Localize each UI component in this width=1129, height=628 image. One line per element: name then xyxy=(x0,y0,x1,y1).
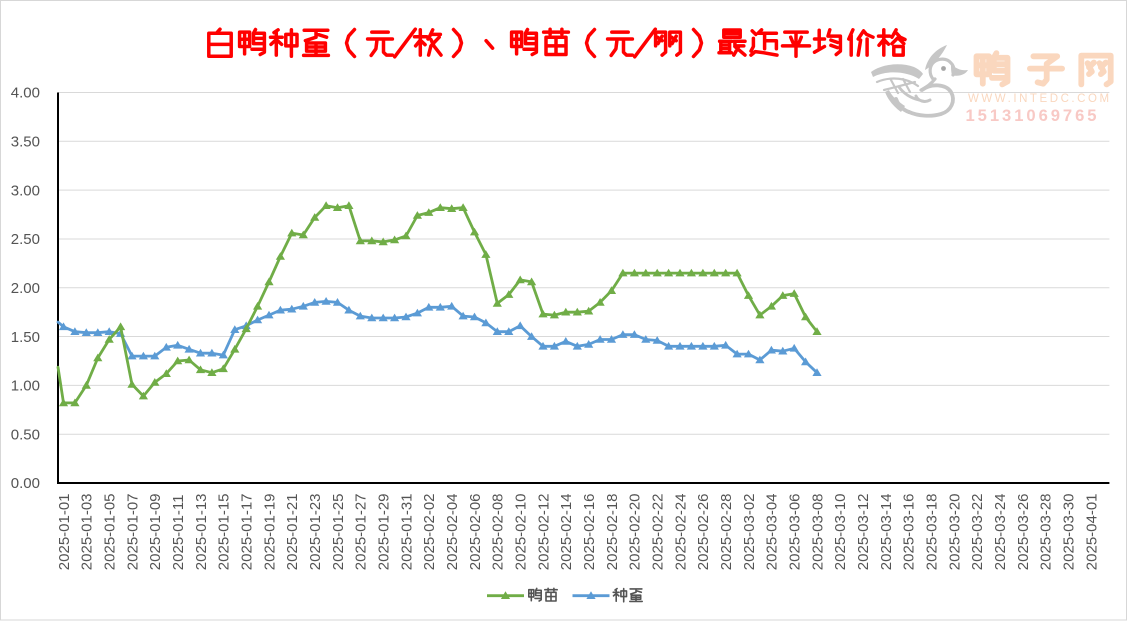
svg-text:3.00: 3.00 xyxy=(11,182,40,199)
svg-text:0.00: 0.00 xyxy=(11,475,40,492)
svg-text:2025-02-24: 2025-02-24 xyxy=(672,493,689,570)
svg-text:2025-01-09: 2025-01-09 xyxy=(147,493,164,570)
svg-text:WWW.INTEDC.COM: WWW.INTEDC.COM xyxy=(968,93,1112,105)
svg-text:3.50: 3.50 xyxy=(11,134,40,151)
svg-text:2025-03-10: 2025-03-10 xyxy=(832,493,849,570)
svg-text:2025-02-10: 2025-02-10 xyxy=(513,493,530,570)
svg-text:2025-01-23: 2025-01-23 xyxy=(307,493,324,570)
svg-text:1.00: 1.00 xyxy=(11,378,40,395)
svg-text:15131069765: 15131069765 xyxy=(966,106,1100,125)
svg-text:2025-01-29: 2025-01-29 xyxy=(376,493,393,570)
svg-text:4.00: 4.00 xyxy=(11,85,40,102)
svg-text:2025-03-12: 2025-03-12 xyxy=(855,493,872,570)
svg-text:2025-02-22: 2025-02-22 xyxy=(650,493,667,570)
svg-text:2025-03-08: 2025-03-08 xyxy=(809,493,826,570)
svg-text:0.50: 0.50 xyxy=(11,426,40,443)
svg-text:2025-03-04: 2025-03-04 xyxy=(764,493,781,570)
svg-text:2025-03-16: 2025-03-16 xyxy=(901,493,918,570)
svg-text:2025-02-12: 2025-02-12 xyxy=(535,493,552,570)
svg-text:2025-01-11: 2025-01-11 xyxy=(170,495,187,571)
svg-text:2025-03-18: 2025-03-18 xyxy=(924,493,941,570)
svg-text:2025-01-31: 2025-01-31 xyxy=(398,493,415,570)
svg-text:2025-03-24: 2025-03-24 xyxy=(992,493,1009,570)
svg-text:2025-02-14: 2025-02-14 xyxy=(558,493,575,570)
svg-text:2025-02-20: 2025-02-20 xyxy=(627,493,644,570)
svg-text:2025-01-19: 2025-01-19 xyxy=(261,493,278,570)
svg-text:2025-03-14: 2025-03-14 xyxy=(878,493,895,570)
svg-text:2025-02-04: 2025-02-04 xyxy=(444,493,461,570)
svg-text:2025-03-28: 2025-03-28 xyxy=(1038,493,1055,570)
svg-text:2025-03-26: 2025-03-26 xyxy=(1015,493,1032,570)
svg-text:2025-02-28: 2025-02-28 xyxy=(718,493,735,570)
svg-text:2025-01-13: 2025-01-13 xyxy=(193,493,210,570)
svg-text:2025-04-01: 2025-04-01 xyxy=(1083,493,1100,570)
svg-text:2025-01-15: 2025-01-15 xyxy=(216,493,233,570)
svg-text:2025-02-08: 2025-02-08 xyxy=(490,493,507,570)
svg-text:2025-03-06: 2025-03-06 xyxy=(787,493,804,570)
svg-text:2025-02-16: 2025-02-16 xyxy=(581,493,598,570)
svg-text:2025-03-20: 2025-03-20 xyxy=(946,493,963,570)
svg-text:2025-01-01: 2025-01-01 xyxy=(56,493,73,570)
svg-text:2025-02-06: 2025-02-06 xyxy=(467,493,484,570)
svg-text:2025-01-05: 2025-01-05 xyxy=(102,493,119,570)
svg-text:2025-02-26: 2025-02-26 xyxy=(695,493,712,570)
svg-text:2.00: 2.00 xyxy=(11,280,40,297)
svg-text:2025-02-02: 2025-02-02 xyxy=(421,493,438,570)
svg-text:2025-01-27: 2025-01-27 xyxy=(353,493,370,570)
svg-text:2025-03-30: 2025-03-30 xyxy=(1061,493,1078,570)
svg-text:2025-01-17: 2025-01-17 xyxy=(239,493,256,570)
svg-text:1.50: 1.50 xyxy=(11,329,40,346)
svg-text:2025-03-02: 2025-03-02 xyxy=(741,493,758,570)
svg-text:2025-01-03: 2025-01-03 xyxy=(79,493,96,570)
svg-text:2.50: 2.50 xyxy=(11,231,40,248)
svg-text:2025-03-22: 2025-03-22 xyxy=(969,493,986,570)
svg-text:2025-02-18: 2025-02-18 xyxy=(604,493,621,570)
svg-text:2025-01-21: 2025-01-21 xyxy=(284,493,301,570)
svg-text:2025-01-25: 2025-01-25 xyxy=(330,493,347,570)
svg-text:2025-01-07: 2025-01-07 xyxy=(124,493,141,570)
